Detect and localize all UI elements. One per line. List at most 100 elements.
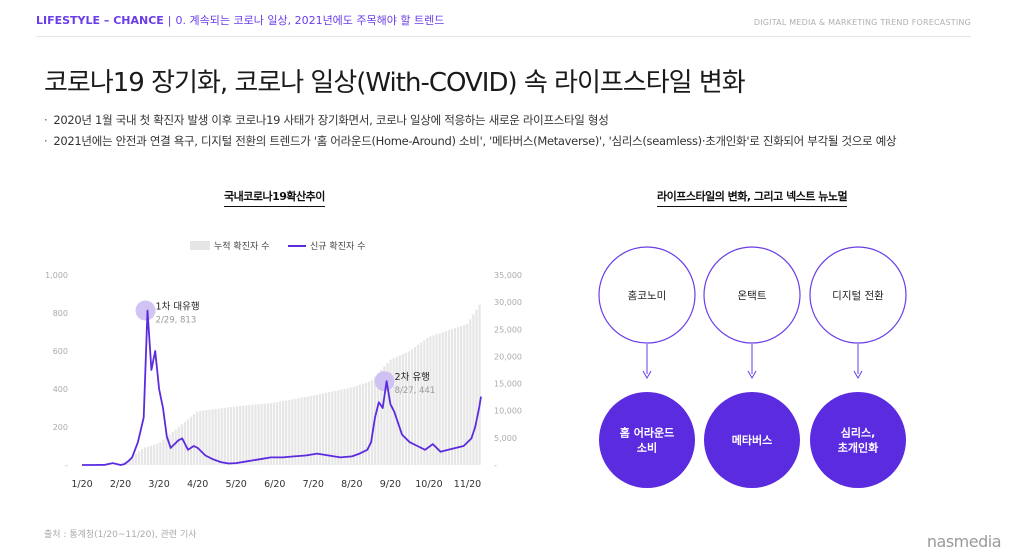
cumulative-bar bbox=[395, 356, 398, 465]
cumulative-bar bbox=[140, 449, 144, 465]
cumulative-bar bbox=[410, 349, 414, 465]
left-axis-tick: 800 bbox=[53, 309, 68, 318]
cumulative-bar bbox=[414, 347, 417, 465]
x-axis-tick: 8/20 bbox=[341, 479, 362, 490]
cumulative-bar bbox=[331, 391, 334, 465]
trend-label: 홈코노미 bbox=[628, 289, 667, 302]
chart-legend: 누적 확진자 수 신규 확진자 수 bbox=[190, 240, 365, 252]
cumulative-bar bbox=[214, 408, 217, 465]
peak-marker bbox=[135, 300, 156, 321]
cumulative-bar bbox=[466, 323, 469, 465]
next-normal-label: 홈 어라운드 bbox=[620, 426, 674, 440]
page-title: 코로나19 장기화, 코로나 일상(With-COVID) 속 라이프스타일 변… bbox=[44, 68, 746, 98]
cumulative-bar bbox=[291, 399, 294, 465]
arrow-head bbox=[642, 370, 652, 380]
cumulative-bar bbox=[226, 407, 229, 465]
cumulative-bar bbox=[349, 387, 352, 465]
cumulative-bar bbox=[340, 389, 343, 465]
cumulative-series bbox=[82, 304, 481, 465]
cumulative-bar bbox=[355, 385, 358, 465]
cumulative-bar bbox=[186, 419, 190, 465]
cumulative-bar bbox=[441, 332, 444, 465]
peak-label: 1차 대유행 bbox=[156, 301, 200, 313]
trend-label: 디지털 전환 bbox=[832, 290, 884, 302]
cumulative-bar bbox=[269, 402, 272, 465]
right-axis-tick: 30,000 bbox=[494, 298, 522, 307]
peak-value: 8/27, 441 bbox=[395, 386, 436, 396]
cumulative-bar bbox=[294, 398, 297, 465]
cumulative-bar bbox=[328, 392, 331, 465]
cumulative-bar bbox=[432, 335, 435, 465]
cumulative-bar bbox=[460, 326, 463, 465]
cumulative-bar bbox=[318, 394, 322, 465]
cumulative-bar bbox=[475, 309, 478, 465]
cumulative-bar bbox=[438, 333, 441, 465]
cumulative-bar bbox=[417, 344, 420, 465]
right-axis-tick: - bbox=[494, 461, 497, 470]
cumulative-bar bbox=[245, 405, 248, 465]
cumulative-bar bbox=[334, 390, 337, 465]
source-note: 출처 : 통계청(1/20~11/20), 관련 기사 bbox=[44, 530, 197, 540]
legend-swatch-cumulative bbox=[190, 241, 210, 250]
cumulative-bar bbox=[444, 331, 447, 465]
cumulative-bar bbox=[196, 411, 199, 465]
next-normal-label: 초개인화 bbox=[838, 441, 878, 455]
right-axis-tick: 10,000 bbox=[494, 407, 522, 416]
header-section-title: 0. 계속되는 코로나 일상, 2021년에도 주목해야 할 트렌드 bbox=[175, 14, 445, 27]
cumulative-bar bbox=[297, 398, 300, 465]
cumulative-bar bbox=[156, 443, 159, 465]
cumulative-bar bbox=[389, 359, 392, 465]
cumulative-bar bbox=[472, 314, 475, 465]
bullet-item: 2020년 1월 국내 첫 확진자 발생 이후 코로나19 사태가 장기화면서,… bbox=[44, 110, 896, 131]
cumulative-bar bbox=[352, 386, 355, 465]
trend-circle bbox=[598, 246, 696, 344]
cumulative-bar bbox=[401, 354, 404, 465]
cumulative-bar bbox=[242, 405, 245, 465]
left-axis-tick: 1,000 bbox=[45, 271, 68, 280]
peak-marker bbox=[374, 371, 395, 392]
cumulative-bar bbox=[257, 404, 260, 465]
cumulative-bar bbox=[398, 355, 401, 465]
left-axis-tick: 400 bbox=[53, 385, 68, 394]
cumulative-bar bbox=[137, 451, 140, 465]
x-axis-tick: 7/20 bbox=[303, 479, 324, 490]
cumulative-bar bbox=[456, 327, 460, 465]
right-axis-tick: 15,000 bbox=[494, 380, 522, 389]
cumulative-bar bbox=[217, 408, 220, 465]
cumulative-bar bbox=[153, 444, 156, 465]
cumulative-bar bbox=[211, 409, 214, 465]
cumulative-bar bbox=[202, 410, 205, 465]
arrow-head bbox=[747, 370, 757, 380]
cumulative-bar bbox=[165, 437, 168, 465]
cumulative-bar bbox=[239, 405, 242, 465]
cumulative-bar bbox=[404, 352, 408, 465]
cumulative-bar bbox=[235, 406, 239, 465]
cumulative-bar bbox=[220, 408, 223, 465]
left-axis-tick: 200 bbox=[53, 423, 68, 432]
next-normal-label: 소비 bbox=[637, 441, 657, 455]
bullet-item: 2021년에는 안전과 연결 욕구, 디지털 전환의 트렌드가 '홈 어라운드(… bbox=[44, 131, 896, 152]
trend-label: 온택트 bbox=[738, 290, 767, 302]
cumulative-bar bbox=[450, 329, 454, 465]
legend-label-new: 신규 확진자 수 bbox=[310, 240, 365, 252]
header-divider bbox=[36, 36, 971, 37]
cumulative-bar bbox=[193, 414, 196, 465]
cumulative-bar bbox=[254, 404, 257, 465]
peak-value: 2/29, 813 bbox=[156, 316, 197, 326]
cumulative-bar bbox=[358, 384, 361, 465]
cumulative-bar bbox=[380, 369, 383, 465]
cumulative-bar bbox=[263, 403, 266, 465]
next-normal-circle bbox=[810, 392, 906, 488]
cumulative-bar bbox=[303, 397, 306, 465]
right-axis-tick: 35,000 bbox=[494, 271, 522, 280]
cumulative-bar bbox=[278, 401, 282, 465]
cumulative-bar bbox=[325, 392, 328, 465]
nasmedia-logo: nasmedia bbox=[926, 532, 1002, 551]
cumulative-bar bbox=[447, 330, 450, 465]
cumulative-bar bbox=[343, 388, 346, 465]
next-normal-label: 심리스, bbox=[841, 426, 876, 440]
cumulative-bar bbox=[150, 445, 153, 465]
cumulative-bar bbox=[168, 434, 171, 465]
trend-circle bbox=[809, 246, 907, 344]
